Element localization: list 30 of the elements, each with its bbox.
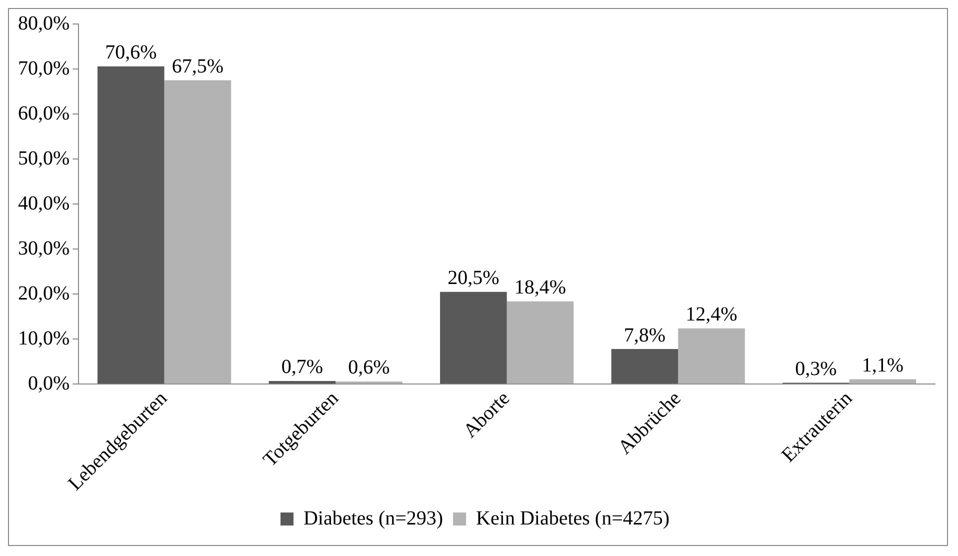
data-label: 12,4% [686,304,738,326]
bar [849,379,916,384]
bar [611,349,678,384]
data-label: 20,5% [448,267,500,290]
bar [336,381,402,384]
data-label: 0,3% [795,358,837,380]
data-label: 67,5% [172,56,224,78]
y-tick-label: 50,0% [18,147,70,170]
y-tick-label: 60,0% [18,102,70,124]
y-tick-label: 20,0% [18,282,70,304]
bar [440,292,507,384]
y-tick-label: 0,0% [28,372,70,394]
y-tick-label: 70,0% [18,57,70,80]
y-tick-label: 40,0% [18,192,70,214]
data-label: 70,6% [105,42,157,64]
legend-label: Diabetes (n=293) [303,507,444,530]
bar [268,380,336,384]
data-label: 1,1% [862,354,904,376]
data-label: 18,4% [514,276,566,299]
bar [678,328,745,384]
bar [506,301,574,384]
data-label: 0,7% [281,356,323,378]
data-label: 7,8% [624,324,666,346]
legend-label: Kein Diabetes (n=4275) [476,507,670,530]
y-tick-label: 80,0% [18,12,70,34]
bar [164,80,232,384]
y-tick-label: 10,0% [18,327,70,350]
y-tick-label: 30,0% [18,237,70,260]
data-label: 0,6% [348,356,390,379]
bar [98,66,164,384]
